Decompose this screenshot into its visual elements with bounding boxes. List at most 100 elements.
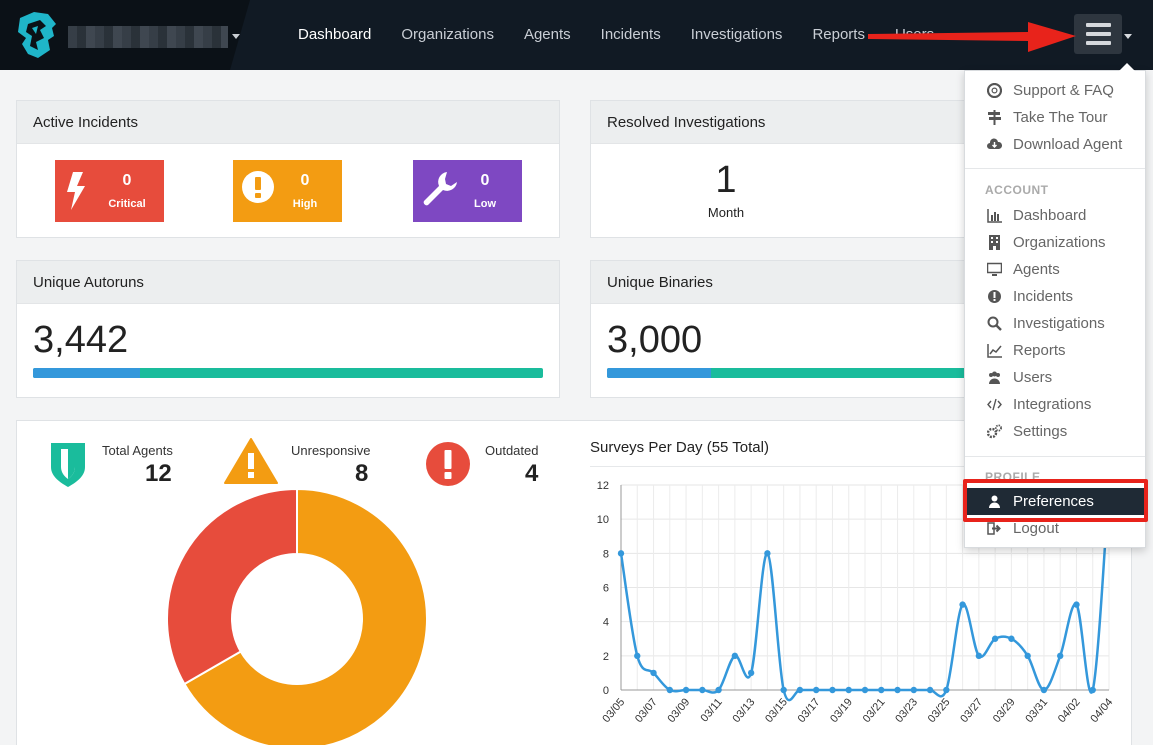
panel-title: Resolved Investigations (591, 101, 989, 144)
x-tick-label: 03/13 (731, 696, 758, 725)
annotation-arrow (868, 22, 1076, 52)
menu-item-label: Incidents (1013, 288, 1074, 305)
low-incidents-tile[interactable]: 0 Low (413, 160, 522, 222)
nav-dashboard[interactable]: Dashboard (298, 26, 372, 43)
hamburger-menu-icon (1086, 32, 1111, 36)
nav-incidents[interactable]: Incidents (600, 26, 661, 43)
critical-label: Critical (108, 198, 146, 210)
main-nav: Dashboard Organizations Agents Incidents… (298, 0, 964, 70)
sign-out-icon (987, 521, 1002, 536)
binaries-count: 3,000 (607, 319, 703, 361)
lifebuoy-icon (986, 82, 1003, 99)
menu-item-reports[interactable]: Reports (965, 337, 1145, 364)
data-point (1008, 635, 1015, 642)
menu-item-label: Logout (1013, 520, 1059, 537)
menu-item-label: Reports (1013, 342, 1066, 359)
data-point (747, 669, 755, 677)
data-point (943, 686, 950, 694)
hamburger-menu-icon (1086, 23, 1111, 27)
hamburger-menu-button[interactable] (1074, 14, 1122, 54)
outdated-label: Outdated (485, 443, 539, 458)
signpost-icon (987, 110, 1002, 125)
high-incidents-tile[interactable]: 0 High (233, 160, 342, 222)
x-tick-label: 04/02 (1056, 696, 1083, 725)
menu-item-logout[interactable]: Logout (965, 515, 1145, 542)
nav-investigations[interactable]: Investigations (690, 26, 783, 43)
menu-item-investigations[interactable]: Investigations (965, 310, 1145, 337)
logo-icon[interactable] (14, 10, 58, 60)
x-tick-label: 03/05 (600, 696, 627, 725)
users-icon (987, 370, 1002, 385)
menu-item-label: Investigations (1013, 315, 1105, 332)
resolved-period: Month (707, 205, 745, 220)
nav-organizations[interactable]: Organizations (401, 26, 494, 43)
y-tick-label: 12 (597, 480, 609, 492)
donut-slice-outdated (166, 489, 298, 686)
surveys-chart-title: Surveys Per Day (55 Total) (590, 439, 769, 456)
menu-item-support-faq[interactable]: Support & FAQ (965, 77, 1145, 104)
panel-title: Active Incidents (17, 101, 559, 144)
bar-chart-icon (987, 208, 1002, 223)
menu-item-incidents[interactable]: Incidents (965, 283, 1145, 310)
user-icon (987, 494, 1002, 509)
menu-divider (965, 168, 1145, 169)
x-tick-label: 04/04 (1088, 696, 1115, 725)
autoruns-count: 3,442 (33, 319, 129, 361)
building-icon (987, 235, 1002, 250)
menu-item-take-the-tour[interactable]: Take The Tour (965, 104, 1145, 131)
binaries-progress-bar (607, 368, 967, 378)
y-tick-label: 4 (603, 617, 609, 629)
unique-autoruns-panel: Unique Autoruns 3,442 (16, 260, 560, 398)
organization-selector[interactable] (68, 26, 240, 48)
menu-item-label: Take The Tour (1013, 109, 1108, 126)
data-point (731, 652, 739, 660)
panel-title: Unique Binaries (591, 261, 989, 304)
data-point (910, 686, 917, 694)
menu-item-integrations[interactable]: Integrations (965, 391, 1145, 418)
x-tick-label: 03/09 (665, 696, 692, 725)
data-point (699, 686, 706, 694)
code-icon (987, 397, 1002, 412)
menu-item-label: Dashboard (1013, 207, 1087, 224)
data-point (1040, 686, 1048, 694)
menu-item-label: Organizations (1013, 234, 1106, 251)
critical-incidents-tile[interactable]: 0 Critical (55, 160, 164, 222)
data-point (780, 686, 787, 694)
nav-reports[interactable]: Reports (812, 26, 865, 43)
nav-agents[interactable]: Agents (523, 26, 571, 43)
menu-item-label: Settings (1013, 423, 1068, 440)
exclamation-icon (242, 171, 274, 203)
hamburger-menu-icon (1086, 41, 1111, 45)
panel-title: Unique Autoruns (17, 261, 559, 304)
data-point (634, 652, 641, 660)
menu-item-organizations[interactable]: Organizations (965, 229, 1145, 256)
total-agents-label: Total Agents (102, 443, 173, 458)
menu-item-settings[interactable]: Settings (965, 418, 1145, 445)
x-tick-label: 03/27 (958, 696, 985, 725)
search-icon (987, 316, 1002, 331)
menu-item-dashboard[interactable]: Dashboard (965, 202, 1145, 229)
menu-item-label: Agents (1013, 261, 1060, 278)
menu-item-preferences[interactable]: Preferences (965, 488, 1145, 515)
x-tick-label: 03/19 (828, 696, 855, 725)
data-point (1089, 686, 1096, 694)
high-label: High (292, 198, 318, 210)
wrench-icon (423, 172, 457, 206)
menu-item-agents[interactable]: Agents (965, 256, 1145, 283)
x-tick-label: 03/17 (796, 696, 823, 725)
menu-item-label: Download Agent (1013, 136, 1123, 153)
x-tick-label: 03/25 (926, 696, 953, 725)
data-point (666, 686, 673, 694)
data-point (617, 550, 625, 557)
data-point (650, 669, 657, 677)
monitor-icon (986, 262, 1003, 277)
critical-count: 0 (122, 172, 132, 189)
annotation-highlight-box (963, 479, 1148, 522)
data-point (1057, 652, 1064, 660)
menu-item-users[interactable]: Users (965, 364, 1145, 391)
menu-item-download-agent[interactable]: Download Agent (965, 131, 1145, 158)
x-tick-label: 03/23 (893, 696, 920, 725)
data-point (715, 686, 722, 694)
chevron-down-icon[interactable] (1124, 34, 1132, 39)
binaries-progress-segment (607, 368, 712, 378)
